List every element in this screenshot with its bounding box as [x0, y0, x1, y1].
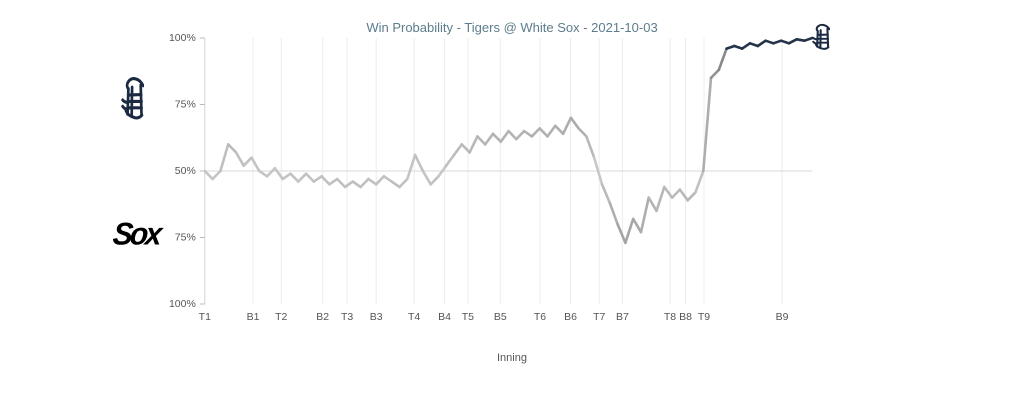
svg-text:T1: T1 — [199, 311, 211, 323]
svg-text:T8: T8 — [664, 311, 676, 323]
svg-text:T7: T7 — [593, 311, 605, 323]
svg-text:T3: T3 — [341, 311, 353, 323]
svg-text:100%: 100% — [169, 32, 196, 44]
svg-text:B1: B1 — [247, 311, 260, 323]
svg-text:T4: T4 — [408, 311, 420, 323]
svg-text:B9: B9 — [776, 311, 789, 323]
svg-text:50%: 50% — [175, 165, 196, 177]
svg-text:B7: B7 — [616, 311, 629, 323]
svg-text:T5: T5 — [462, 311, 474, 323]
svg-text:100%: 100% — [169, 298, 196, 310]
svg-text:B5: B5 — [494, 311, 507, 323]
svg-text:B6: B6 — [564, 311, 577, 323]
svg-text:T2: T2 — [275, 311, 287, 323]
svg-text:75%: 75% — [175, 232, 196, 244]
svg-text:B3: B3 — [370, 311, 383, 323]
svg-text:B8: B8 — [679, 311, 692, 323]
svg-text:75%: 75% — [175, 99, 196, 111]
svg-text:T9: T9 — [698, 311, 710, 323]
svg-text:B4: B4 — [438, 311, 451, 323]
svg-text:T6: T6 — [534, 311, 546, 323]
svg-text:B2: B2 — [316, 311, 329, 323]
